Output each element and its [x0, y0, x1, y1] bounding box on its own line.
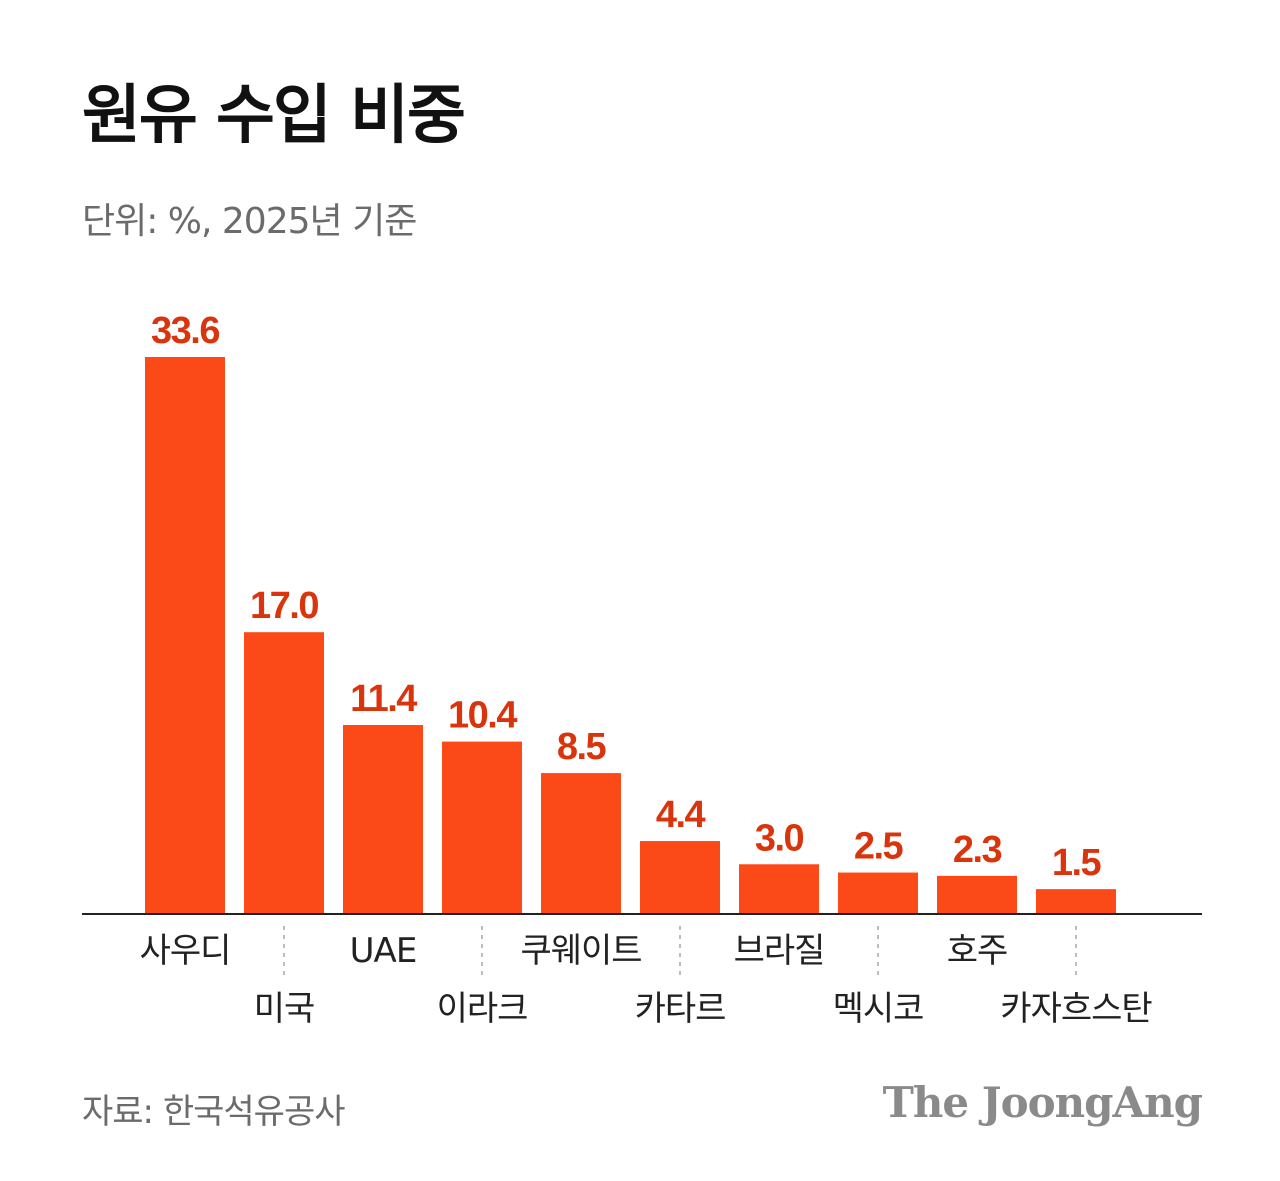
value-label-10: 1.5 [1052, 842, 1102, 884]
value-label-8: 2.5 [854, 826, 904, 868]
value-label-6: 4.4 [656, 794, 706, 836]
category-label-9: 호주 [947, 931, 1008, 971]
category-label-6: 카타르 [635, 989, 726, 1029]
category-label-10: 카자흐스탄 [1000, 989, 1152, 1029]
category-label-7: 브라질 [734, 931, 825, 971]
value-label-7: 3.0 [755, 817, 804, 859]
value-label-3: 11.4 [350, 678, 417, 720]
value-label-4: 10.4 [448, 695, 517, 737]
bar-6 [640, 841, 720, 914]
bar-4 [442, 741, 522, 914]
bar-7 [739, 864, 819, 914]
category-label-4: 이라크 [437, 989, 528, 1029]
bar-8 [838, 872, 918, 914]
bars-group [145, 357, 1116, 914]
category-label-1: 사우디 [140, 931, 231, 971]
category-label-3: UAE [350, 931, 417, 971]
chart-title: 원유 수입 비중 [82, 79, 466, 153]
bar-2 [244, 632, 324, 914]
value-labels-group: 33.6 17.0 11.4 10.4 8.5 4.4 3.0 2.5 2.3 1.5 [151, 310, 1103, 884]
chart-subtitle: 단위: %, 2025년 기준 [82, 201, 417, 242]
bar-5 [541, 773, 621, 914]
value-label-1: 33.6 [151, 310, 219, 352]
value-label-5: 8.5 [557, 726, 607, 768]
source-note: 자료: 한국석유공사 [82, 1092, 346, 1132]
value-label-9: 2.3 [953, 829, 1002, 871]
bar-3 [343, 725, 423, 914]
bar-9 [937, 875, 1017, 914]
category-label-5: 쿠웨이트 [520, 931, 641, 971]
bar-1 [145, 357, 225, 914]
bar-10 [1036, 889, 1116, 914]
category-label-8: 멕시코 [833, 989, 924, 1029]
category-label-2: 미국 [254, 989, 315, 1029]
brand-logo: The JoongAng [882, 1078, 1203, 1127]
value-label-2: 17.0 [250, 585, 318, 627]
